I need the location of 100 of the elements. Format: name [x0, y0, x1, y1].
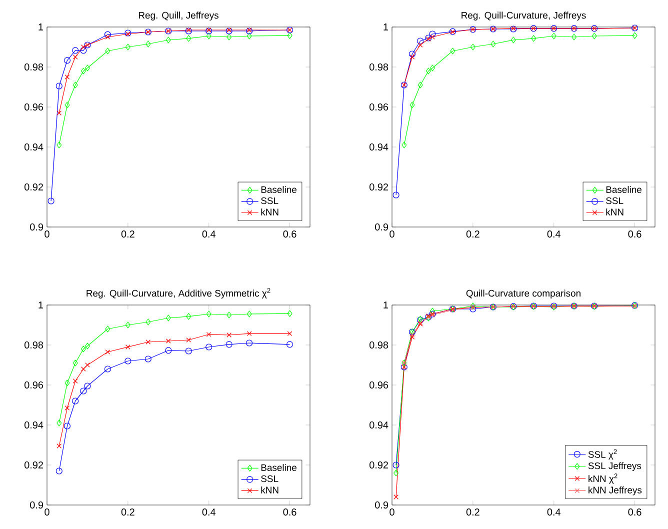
point	[56, 82, 62, 90]
point	[165, 347, 172, 354]
y-tick-label: 0.94	[24, 143, 44, 151]
point	[430, 308, 436, 314]
x-tick-label: 0.2	[121, 508, 134, 516]
point	[80, 388, 87, 394]
y-tick-label: 0.96	[24, 103, 44, 111]
point	[56, 444, 62, 448]
point	[81, 366, 86, 372]
legend-label: SSL χ$^{2}$	[588, 449, 617, 460]
y-tick-label: 0.92	[369, 183, 388, 191]
point	[166, 36, 171, 44]
y-tick-label: 0.96	[369, 381, 388, 389]
point	[186, 338, 192, 342]
point	[104, 31, 111, 38]
x-tick-label: 0	[390, 230, 394, 238]
y-tick-label: 0.94	[369, 421, 388, 429]
y-tick-label: 1	[384, 24, 388, 30]
point	[146, 40, 151, 48]
y-tick-label: 0.98	[369, 341, 388, 349]
x-tick-label: 0.2	[121, 230, 134, 238]
point	[105, 350, 110, 354]
legend-label: kNN	[261, 208, 278, 216]
point	[80, 346, 86, 352]
point	[226, 341, 232, 348]
point	[450, 48, 456, 54]
chart-title: Reg. Quill-Curvature, Additive Symmetric χ$^{2}$	[86, 288, 270, 299]
point	[206, 32, 212, 40]
x-tick-label: 0.4	[547, 508, 560, 516]
point	[64, 74, 70, 80]
y-tick-label: 0.98	[24, 63, 44, 71]
point	[64, 57, 71, 64]
y-tick-label: 0.9	[375, 501, 388, 509]
point	[287, 331, 292, 336]
point	[206, 332, 212, 337]
x-tick-label: 0.6	[283, 230, 296, 238]
point	[186, 35, 192, 42]
x-tick-label: 0.2	[466, 508, 480, 516]
point	[56, 468, 62, 474]
point	[84, 382, 91, 390]
y-tick-label: 1	[38, 302, 43, 308]
legend-label: SSL	[261, 197, 278, 204]
point	[417, 38, 424, 44]
point	[48, 198, 54, 204]
point	[510, 36, 516, 44]
chart-title: Quill-Curvature comparison	[466, 290, 580, 299]
point	[104, 366, 111, 372]
point	[56, 110, 62, 116]
point	[470, 44, 476, 50]
point	[146, 318, 151, 326]
point	[410, 102, 415, 108]
x-tick-label: 0	[44, 230, 50, 238]
point	[402, 142, 407, 148]
point	[84, 342, 90, 350]
point	[394, 494, 398, 500]
y-tick-label: 0.98	[24, 341, 44, 349]
point	[126, 344, 130, 350]
point	[430, 34, 435, 40]
point	[287, 310, 292, 317]
point	[144, 356, 152, 362]
point	[430, 64, 436, 72]
y-tick-label: 0.9	[375, 223, 388, 231]
legend-label: kNN	[261, 486, 278, 494]
point	[80, 68, 86, 74]
legend-label: SSL	[606, 197, 624, 204]
point	[394, 470, 399, 476]
point	[166, 338, 171, 344]
y-tick-label: 0.92	[24, 183, 43, 191]
point	[592, 32, 597, 40]
point	[392, 462, 400, 468]
x-tick-label: 0.4	[547, 230, 560, 238]
legend-label: kNN	[606, 208, 624, 216]
y-tick-label: 0.98	[369, 63, 388, 71]
x-tick-label: 0.6	[283, 508, 296, 516]
point	[72, 54, 78, 60]
legend-label: kNN Jeffreys	[588, 486, 642, 496]
x-tick-label: 0.6	[628, 230, 642, 238]
legend-label: Baseline	[261, 186, 297, 193]
point	[124, 358, 132, 364]
x-tick-label: 0	[390, 508, 394, 516]
point	[72, 82, 78, 88]
point	[186, 313, 192, 320]
legend-label: kNN χ$^{2}$	[588, 474, 618, 484]
y-tick-label: 0.96	[369, 103, 388, 111]
x-tick-label: 0.6	[628, 508, 642, 516]
point	[410, 54, 415, 60]
point	[81, 44, 86, 50]
point	[185, 348, 192, 354]
legend-label: SSL	[261, 475, 278, 482]
x-tick-label: 0.4	[202, 230, 216, 238]
y-tick-label: 1	[384, 302, 388, 308]
y-tick-label: 0.9	[30, 501, 44, 509]
point	[85, 362, 90, 368]
point	[246, 310, 252, 318]
point	[206, 310, 212, 318]
point	[429, 30, 436, 38]
x-tick-label: 0.2	[466, 230, 480, 238]
point	[146, 340, 151, 344]
point	[56, 420, 62, 426]
point	[64, 422, 71, 430]
